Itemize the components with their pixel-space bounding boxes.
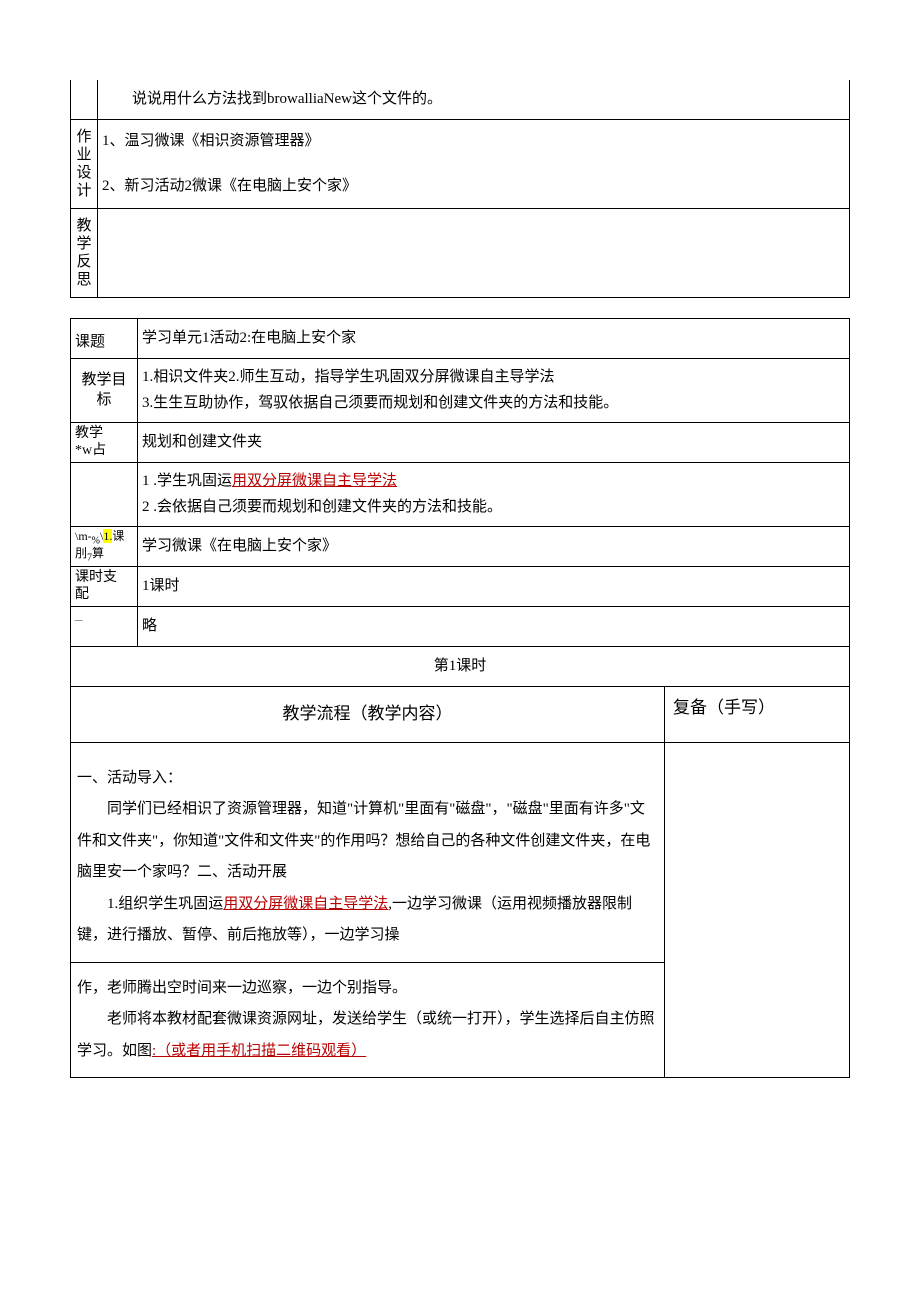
p2-link: 用双分屏微课自主导学法 (223, 896, 388, 912)
table-lesson-plan: 课题 学习单元1活动2:在电脑上安个家 教学目标 1.相识文件夹2.师生互动，指… (70, 318, 850, 1078)
diff-a: 1 .学生巩固运 (142, 473, 232, 489)
goal-value: 1.相识文件夹2.师生互动，指导学生巩固双分屏微课自主导学法 3.生生互助协作，… (138, 359, 850, 423)
keypoint-label: 教学*w占 (71, 423, 138, 463)
content-p1: 同学们已经相识了资源管理器，知道"计算机"里面有"磁盘"，"磁盘"里面有许多"文… (77, 794, 658, 889)
pc-hl: 1. (103, 529, 112, 543)
content-p2: 1.组织学生巩固运用双分屏微课自主导学法,一边学习微课（运用视频播放器限制键，进… (77, 889, 658, 952)
fubei-content-upper (665, 742, 850, 962)
pc-e: 算 (92, 546, 104, 560)
flow-header: 教学流程（教学内容） (71, 687, 665, 743)
table-homework: 说说用什么方法找到browalliaNew这个文件的。 作业设计 1、温习微课《… (70, 80, 850, 298)
flow-content-cell2: 作，老师腾出空时间来一边巡察，一边个别指导。 老师将本教材配套微课资源网址，发送… (71, 962, 665, 1078)
blank-label-cell (71, 80, 98, 120)
homework-line1: 1、温习微课《相识资源管理器》 (102, 128, 845, 155)
topic-label: 课题 (71, 319, 138, 359)
preclass-label: \m-%\1.课 刖7算 (71, 527, 138, 567)
difficulty-value: 1 .学生巩固运用双分屏微课自主导学法 2 .会依据自己须要而规划和创建文件夹的… (138, 463, 850, 527)
pc-b: 刖 (75, 546, 87, 560)
p4-link: :（或者用手机扫描二维码观看） (152, 1043, 366, 1059)
fubei-header: 复备（手写） (665, 687, 850, 743)
blank-label (71, 463, 138, 527)
lesson-header: 第1课时 (71, 647, 850, 687)
fubei-content-lower (665, 962, 850, 1078)
pc-d: 课 (112, 529, 124, 543)
diff-b: 2 .会依据自己须要而规划和创建文件夹的方法和技能。 (142, 499, 502, 515)
topic-value: 学习单元1活动2:在电脑上安个家 (138, 319, 850, 359)
period-value: 1课时 (138, 567, 850, 607)
homework-label-cell: 作业设计 (71, 120, 98, 209)
content-p3: 作，老师腾出空时间来一边巡察，一边个别指导。 (77, 973, 658, 1005)
misc-value: 略 (138, 607, 850, 647)
keypoint-value: 规划和创建文件夹 (138, 423, 850, 463)
flow-content-cell: 一、活动导入： 同学们已经相识了资源管理器，知道"计算机"里面有"磁盘"，"磁盘… (71, 742, 665, 962)
reflect-label-cell: 教学反思 (71, 209, 98, 298)
misc-label: ‾‾ (71, 607, 138, 647)
period-label: 课时支配 (71, 567, 138, 607)
homework-content-cell: 1、温习微课《相识资源管理器》 2、新习活动2微课《在电脑上安个家》 (98, 120, 850, 209)
diff-link: 用双分屏微课自主导学法 (232, 473, 397, 489)
method-text-cell: 说说用什么方法找到browalliaNew这个文件的。 (98, 80, 850, 120)
method-text: 说说用什么方法找到browalliaNew这个文件的。 (102, 86, 845, 113)
content-p4: 老师将本教材配套微课资源网址，发送给学生（或统一打开），学生选择后自主仿照学习。… (77, 1004, 658, 1067)
pc-a: \m- (75, 529, 92, 543)
goal-label: 教学目标 (71, 359, 138, 423)
homework-line2: 2、新习活动2微课《在电脑上安个家》 (102, 173, 845, 200)
content-h1: 一、活动导入： (77, 763, 658, 795)
reflect-content-cell (98, 209, 850, 298)
p2a: 1.组织学生巩固运 (107, 896, 223, 912)
preclass-value: 学习微课《在电脑上安个家》 (138, 527, 850, 567)
